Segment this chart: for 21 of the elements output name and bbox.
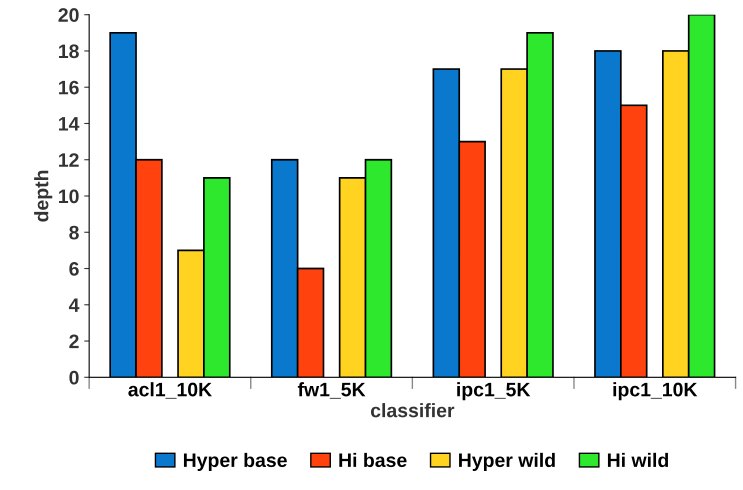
x-tick-label: acl1_10K xyxy=(128,382,212,399)
y-tick-label: 0 xyxy=(69,370,79,385)
y-tick-label: 12 xyxy=(59,153,79,167)
x-tick-label: ipc1_10K xyxy=(613,382,698,400)
y-tick-label: 4 xyxy=(68,298,80,312)
x-axis-title: classifier xyxy=(370,403,454,418)
x-tick-label: ipc1_5K xyxy=(457,382,530,400)
y-tick-label: 6 xyxy=(69,262,79,276)
legend-label: Hi wild xyxy=(608,452,668,468)
y-tick-label: 8 xyxy=(69,226,79,240)
y-tick-label: 10 xyxy=(59,189,79,204)
y-tick-label: 18 xyxy=(59,44,79,58)
y-tick-label: 14 xyxy=(59,117,80,131)
x-tick-label: fw1_5K xyxy=(298,382,366,399)
y-tick-label: 20 xyxy=(58,8,79,22)
y-tick-label: 2 xyxy=(69,334,79,348)
legend-label: Hyper wild xyxy=(459,452,555,471)
y-axis-title: depth xyxy=(34,170,52,222)
y-tick-label: 16 xyxy=(59,80,79,94)
legend-label: Hi base xyxy=(339,452,407,468)
legend-label: Hyper base xyxy=(184,452,287,471)
